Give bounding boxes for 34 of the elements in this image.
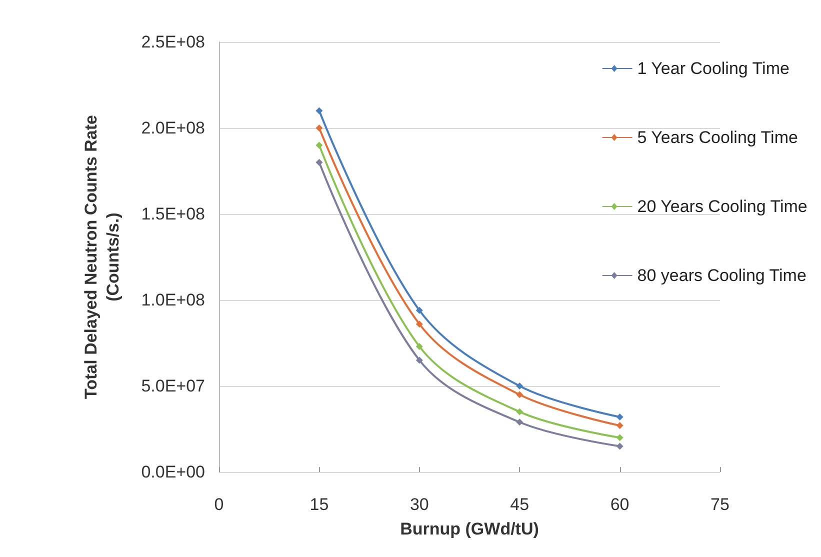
point [416, 306, 423, 314]
point [616, 413, 624, 420]
legend-label: 20 Years Cooling Time [637, 197, 808, 216]
y-tick-label: 1.0E+08 [141, 290, 205, 310]
x-tick-label: 75 [710, 495, 730, 514]
y-axis-title: Total Delayed Neutron Counts Rate (Counts/s.) [82, 115, 122, 399]
y-tick-label: 0.0E+00 [141, 462, 205, 482]
point [416, 320, 423, 328]
point [516, 391, 524, 398]
point [416, 356, 423, 364]
y-tick-label: 1.5E+08 [141, 204, 205, 224]
point [616, 422, 624, 430]
point [316, 124, 323, 132]
y-tick-label: 5.0E+07 [141, 376, 205, 396]
x-tick-label: 30 [410, 495, 429, 514]
x-tick-label: 45 [510, 495, 530, 514]
legend-label: 1 Year Cooling Time [637, 59, 790, 78]
point [516, 418, 524, 426]
point [416, 342, 423, 350]
x-tick-label: 15 [310, 495, 329, 514]
point [516, 382, 524, 390]
x-axis-title: Burnup (GWd/tU) [400, 519, 539, 538]
point [616, 442, 624, 450]
point [316, 158, 323, 166]
x-tick-label: 60 [610, 495, 630, 514]
point [316, 142, 323, 149]
point [616, 434, 624, 442]
y-tick-label: 2.5E+08 [141, 32, 205, 52]
x-tick-label: 0 [214, 495, 224, 514]
point [316, 107, 323, 114]
point [516, 408, 524, 416]
legend-label: 80 years Cooling Time [637, 266, 806, 285]
legend-label: 5 Years Cooling Time [637, 128, 798, 147]
y-tick-label: 2.0E+08 [141, 118, 205, 138]
